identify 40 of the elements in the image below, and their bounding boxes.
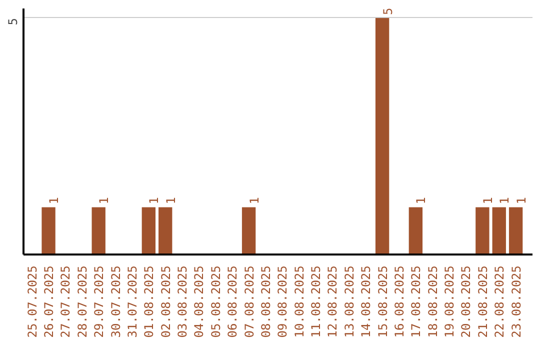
data-label: 1 bbox=[414, 196, 428, 204]
x-tick-label: 12.08.2025 bbox=[326, 265, 340, 338]
data-label: 1 bbox=[514, 196, 528, 204]
x-tick-label: 16.08.2025 bbox=[392, 265, 406, 338]
x-tick-label: 31.07.2025 bbox=[125, 265, 140, 338]
x-tick-label: 08.08.2025 bbox=[258, 265, 273, 338]
x-tick-label: 29.07.2025 bbox=[92, 265, 106, 338]
x-tick-label: 13.08.2025 bbox=[342, 265, 356, 338]
x-tick-label: 02.08.2025 bbox=[158, 265, 173, 338]
data-label: 1 bbox=[247, 196, 262, 204]
x-tick-label: 15.08.2025 bbox=[376, 265, 390, 338]
data-label: 1 bbox=[97, 196, 112, 204]
x-tick-label: 06.08.2025 bbox=[226, 265, 240, 338]
x-tick-label: 07.08.2025 bbox=[242, 265, 256, 338]
x-tick-label: 21.08.2025 bbox=[476, 265, 490, 338]
data-label: 1 bbox=[498, 196, 512, 204]
x-tick-label: 22.08.2025 bbox=[492, 265, 507, 338]
x-tick-label: 28.07.2025 bbox=[75, 265, 90, 338]
x-tick-label: 18.08.2025 bbox=[426, 265, 440, 338]
x-tick-label: 20.08.2025 bbox=[459, 265, 474, 338]
data-label: 5 bbox=[380, 8, 395, 15]
x-tick-label: 26.07.2025 bbox=[42, 265, 56, 338]
x-tick-label: 10.08.2025 bbox=[292, 265, 306, 338]
x-tick-label: 27.07.2025 bbox=[58, 265, 73, 338]
data-label: 1 bbox=[164, 196, 178, 204]
x-tick-label: 01.08.2025 bbox=[142, 265, 156, 338]
x-tick-label: 14.08.2025 bbox=[359, 265, 374, 338]
x-tick-label: 05.08.2025 bbox=[208, 265, 223, 338]
x-tick-label: 25.07.2025 bbox=[25, 265, 40, 338]
data-label: 1 bbox=[147, 196, 162, 204]
x-tick-label: 11.08.2025 bbox=[309, 265, 324, 338]
x-tick-label: 17.08.2025 bbox=[409, 265, 424, 338]
x-tick-label: 23.08.2025 bbox=[509, 265, 524, 338]
data-label: 1 bbox=[480, 196, 495, 204]
x-tick-label: 03.08.2025 bbox=[176, 265, 190, 338]
x-tick-label: 19.08.2025 bbox=[442, 265, 457, 338]
x-tick-label: 04.08.2025 bbox=[192, 265, 206, 338]
x-tick-label: 30.07.2025 bbox=[108, 265, 123, 338]
x-tick-label: 09.08.2025 bbox=[276, 265, 290, 338]
data-label: 1 bbox=[47, 196, 62, 204]
